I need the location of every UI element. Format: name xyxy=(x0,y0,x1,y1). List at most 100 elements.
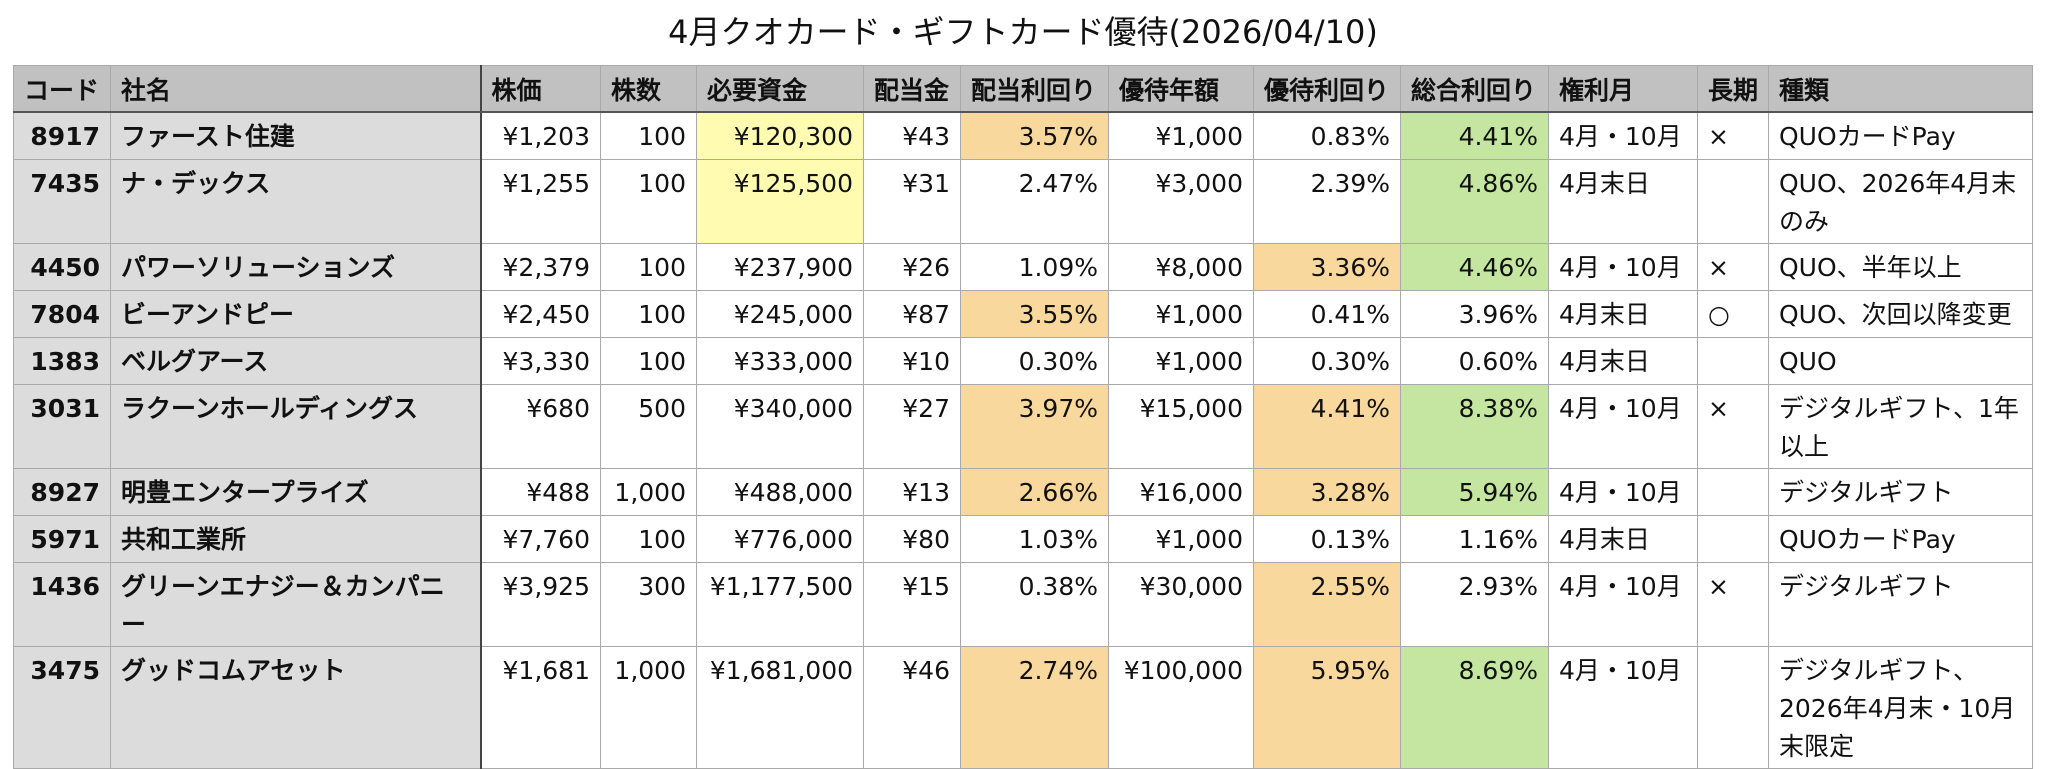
table-row[interactable]: 8927 明豊エンタープライズ ¥488 1,000 ¥488,000 ¥13 2.66% ¥… xyxy=(13,468,2033,516)
column-header-record-month[interactable]: 権利月 xyxy=(1548,65,1698,113)
cell-dividend-yield[interactable]: 3.97% xyxy=(960,384,1109,469)
column-header-dividend[interactable]: 配当金 xyxy=(863,65,961,113)
cell-long-term[interactable] xyxy=(1697,159,1769,244)
cell-benefit-amount[interactable]: ¥1,000 xyxy=(1108,515,1254,563)
cell-name[interactable]: パワーソリューションズ xyxy=(110,243,482,291)
cell-total-yield[interactable]: 8.38% xyxy=(1400,384,1549,469)
cell-total-yield[interactable]: 8.69% xyxy=(1400,646,1549,769)
cell-kind[interactable]: QUO、次回以降変更 xyxy=(1768,290,2033,338)
cell-record-month[interactable]: 4月・10月 xyxy=(1548,646,1698,769)
cell-dividend-yield[interactable]: 2.74% xyxy=(960,646,1109,769)
cell-name[interactable]: 共和工業所 xyxy=(110,515,482,563)
cell-shares[interactable]: 100 xyxy=(600,111,697,160)
cell-dividend[interactable]: ¥43 xyxy=(863,111,961,160)
cell-kind[interactable]: デジタルギフト xyxy=(1768,468,2033,516)
cell-price[interactable]: ¥1,681 xyxy=(480,646,601,769)
cell-benefit-yield[interactable]: 2.55% xyxy=(1253,562,1401,647)
cell-benefit-amount[interactable]: ¥3,000 xyxy=(1108,159,1254,244)
cell-benefit-amount[interactable]: ¥1,000 xyxy=(1108,337,1254,385)
column-header-name[interactable]: 社名 xyxy=(110,65,482,113)
cell-record-month[interactable]: 4月末日 xyxy=(1548,290,1698,338)
cell-code[interactable]: 4450 xyxy=(13,243,111,291)
cell-benefit-yield[interactable]: 2.39% xyxy=(1253,159,1401,244)
cell-benefit-yield[interactable]: 3.36% xyxy=(1253,243,1401,291)
cell-code[interactable]: 1383 xyxy=(13,337,111,385)
cell-total-yield[interactable]: 4.86% xyxy=(1400,159,1549,244)
cell-dividend[interactable]: ¥27 xyxy=(863,384,961,469)
cell-total-yield[interactable]: 3.96% xyxy=(1400,290,1549,338)
cell-dividend[interactable]: ¥26 xyxy=(863,243,961,291)
cell-code[interactable]: 8917 xyxy=(13,111,111,160)
cell-total-yield[interactable]: 1.16% xyxy=(1400,515,1549,563)
cell-kind[interactable]: QUO xyxy=(1768,337,2033,385)
column-header-long-term[interactable]: 長期 xyxy=(1697,65,1769,113)
cell-price[interactable]: ¥680 xyxy=(480,384,601,469)
cell-name[interactable]: 明豊エンタープライズ xyxy=(110,468,482,516)
table-row[interactable]: 7435 ナ・デックス ¥1,255 100 ¥125,500 ¥31 2.47% ¥3,00… xyxy=(13,159,2033,244)
cell-record-month[interactable]: 4月末日 xyxy=(1548,159,1698,244)
cell-long-term[interactable] xyxy=(1697,515,1769,563)
cell-kind[interactable]: QUOカードPay xyxy=(1768,111,2033,160)
column-header-price[interactable]: 株価 xyxy=(480,65,601,113)
cell-total-yield[interactable]: 0.60% xyxy=(1400,337,1549,385)
cell-dividend[interactable]: ¥10 xyxy=(863,337,961,385)
cell-capital[interactable]: ¥245,000 xyxy=(696,290,864,338)
column-header-code[interactable]: コード xyxy=(13,65,111,113)
cell-shares[interactable]: 100 xyxy=(600,337,697,385)
cell-shares[interactable]: 100 xyxy=(600,159,697,244)
cell-dividend-yield[interactable]: 2.47% xyxy=(960,159,1109,244)
cell-kind[interactable]: QUO、2026年4月末のみ xyxy=(1768,159,2033,244)
cell-price[interactable]: ¥488 xyxy=(480,468,601,516)
cell-kind[interactable]: QUOカードPay xyxy=(1768,515,2033,563)
table-row[interactable]: 8917 ファースト住建 ¥1,203 100 ¥120,300 ¥43 3.57% ¥1,0… xyxy=(13,111,2033,160)
cell-price[interactable]: ¥3,925 xyxy=(480,562,601,647)
cell-dividend-yield[interactable]: 1.03% xyxy=(960,515,1109,563)
cell-record-month[interactable]: 4月・10月 xyxy=(1548,468,1698,516)
cell-record-month[interactable]: 4月・10月 xyxy=(1548,562,1698,647)
cell-total-yield[interactable]: 5.94% xyxy=(1400,468,1549,516)
cell-code[interactable]: 5971 xyxy=(13,515,111,563)
cell-benefit-amount[interactable]: ¥1,000 xyxy=(1108,290,1254,338)
cell-shares[interactable]: 1,000 xyxy=(600,646,697,769)
cell-dividend[interactable]: ¥31 xyxy=(863,159,961,244)
table-row[interactable]: 3031 ラクーンホールディングス ¥680 500 ¥340,000 ¥27 3.97% ¥… xyxy=(13,384,2033,469)
cell-shares[interactable]: 100 xyxy=(600,290,697,338)
column-header-dividend-yield[interactable]: 配当利回り xyxy=(960,65,1109,113)
cell-benefit-amount[interactable]: ¥8,000 xyxy=(1108,243,1254,291)
cell-name[interactable]: ビーアンドピー xyxy=(110,290,482,338)
cell-capital[interactable]: ¥488,000 xyxy=(696,468,864,516)
cell-capital[interactable]: ¥776,000 xyxy=(696,515,864,563)
cell-name[interactable]: ラクーンホールディングス xyxy=(110,384,482,469)
cell-kind[interactable]: QUO、半年以上 xyxy=(1768,243,2033,291)
cell-dividend-yield[interactable]: 3.55% xyxy=(960,290,1109,338)
cell-price[interactable]: ¥1,203 xyxy=(480,111,601,160)
cell-record-month[interactable]: 4月末日 xyxy=(1548,337,1698,385)
cell-shares[interactable]: 500 xyxy=(600,384,697,469)
cell-kind[interactable]: デジタルギフト xyxy=(1768,562,2033,647)
cell-shares[interactable]: 300 xyxy=(600,562,697,647)
column-header-capital[interactable]: 必要資金 xyxy=(696,65,864,113)
cell-benefit-yield[interactable]: 0.83% xyxy=(1253,111,1401,160)
column-header-total-yield[interactable]: 総合利回り xyxy=(1400,65,1549,113)
cell-code[interactable]: 8927 xyxy=(13,468,111,516)
cell-name[interactable]: ベルグアース xyxy=(110,337,482,385)
cell-name[interactable]: グリーンエナジー＆カンパニー xyxy=(110,562,482,647)
cell-capital[interactable]: ¥1,681,000 xyxy=(696,646,864,769)
cell-long-term[interactable]: × xyxy=(1697,111,1769,160)
cell-name[interactable]: ファースト住建 xyxy=(110,111,482,160)
cell-price[interactable]: ¥3,330 xyxy=(480,337,601,385)
cell-capital[interactable]: ¥333,000 xyxy=(696,337,864,385)
cell-record-month[interactable]: 4月・10月 xyxy=(1548,243,1698,291)
cell-total-yield[interactable]: 2.93% xyxy=(1400,562,1549,647)
cell-benefit-yield[interactable]: 4.41% xyxy=(1253,384,1401,469)
cell-long-term[interactable]: × xyxy=(1697,562,1769,647)
cell-code[interactable]: 7804 xyxy=(13,290,111,338)
column-header-benefit-amount[interactable]: 優待年額 xyxy=(1108,65,1254,113)
cell-price[interactable]: ¥2,379 xyxy=(480,243,601,291)
cell-code[interactable]: 7435 xyxy=(13,159,111,244)
cell-code[interactable]: 3475 xyxy=(13,646,111,769)
cell-benefit-yield[interactable]: 5.95% xyxy=(1253,646,1401,769)
cell-benefit-yield[interactable]: 3.28% xyxy=(1253,468,1401,516)
column-header-benefit-yield[interactable]: 優待利回り xyxy=(1253,65,1401,113)
cell-dividend[interactable]: ¥46 xyxy=(863,646,961,769)
